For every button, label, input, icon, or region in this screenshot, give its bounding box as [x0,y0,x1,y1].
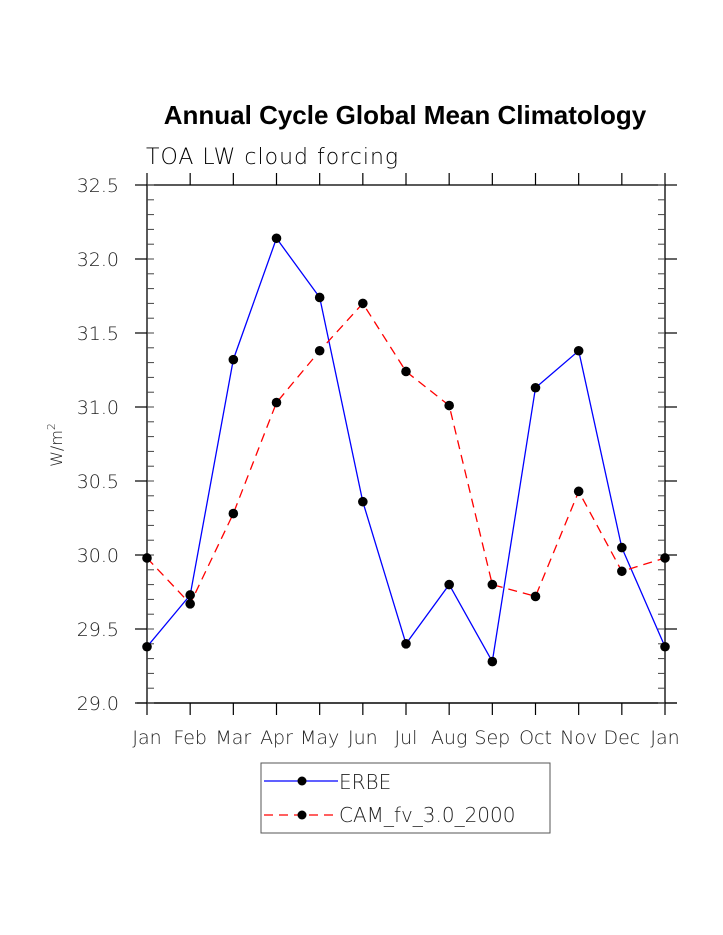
x-tick-label: Aug [431,727,467,749]
data-point-cam [401,366,411,377]
y-tick-label: 32.5 [77,175,119,197]
series-lines [146,236,666,664]
data-point-erbe [660,641,670,652]
data-point-erbe [530,382,541,393]
y-axis-label-superscript: 2 [45,423,58,430]
y-axis-label: W/m2 [45,423,66,467]
data-point-erbe [444,579,454,590]
data-point-erbe [617,542,627,553]
axes: Jan Feb Mar Apr May Jun Jul Aug Sep Oct Nov Dec Jan 2… [77,173,680,749]
y-tick-label: 29.5 [77,619,119,641]
y-tick-label: 31.5 [77,323,119,345]
x-tick-label: May [300,727,339,749]
legend: ERBE CAM_fv_3.0_2000 [260,762,551,834]
y-tick-label: 30.0 [77,545,119,567]
series-markers [142,233,670,667]
x-tick-label: Sep [474,727,510,749]
legend-label-erbe: ERBE [339,770,391,794]
data-point-cam [271,397,282,408]
data-point-cam [358,298,368,309]
legend-marker-cam [297,810,307,820]
x-tick-label: Feb [173,727,207,749]
x-tick-label: Dec [603,727,640,749]
x-tick-label: Nov [560,727,597,749]
y-tick-label: 29.0 [77,693,119,715]
data-point-erbe [573,345,584,356]
y-tick-label: 30.5 [77,471,119,493]
data-point-erbe [142,641,152,652]
x-tick-label: Jan [650,727,679,749]
data-point-cam [444,400,454,411]
x-tick-label: Jun [348,727,378,749]
chart-title: Annual Cycle Global Mean Climatology [164,100,647,130]
series-line-cam [146,302,666,605]
legend-marker-erbe [297,776,307,786]
data-point-cam [617,566,627,577]
x-tick-label: Jan [132,727,161,749]
data-point-erbe [314,292,325,303]
data-point-erbe [228,354,239,365]
data-point-cam [660,553,670,563]
y-axis-label-unit: W/m [47,430,66,467]
data-point-cam [185,599,195,609]
data-point-cam [314,345,325,356]
data-point-erbe [358,496,368,507]
legend-box [260,762,551,834]
plot-frame [146,184,666,704]
data-point-erbe [185,590,195,600]
data-point-cam [530,591,541,602]
x-tick-label: Oct [519,727,552,749]
x-tick-label: Mar [215,727,251,749]
data-point-erbe [401,639,411,649]
legend-label-cam: CAM_fv_3.0_2000 [339,803,515,827]
series-line-erbe [146,236,666,664]
data-point-cam [573,486,584,497]
data-point-erbe [487,656,498,667]
data-point-cam [487,579,498,590]
chart-subtitle: TOA LW cloud forcing [146,145,399,170]
data-point-cam [228,508,239,519]
data-point-erbe [271,233,282,244]
y-tick-label: 31.0 [77,397,119,419]
x-tick-label: Apr [260,727,293,749]
y-tick-label: 32.0 [77,249,119,271]
x-tick-label: Jul [395,727,418,749]
data-point-cam [142,553,152,563]
